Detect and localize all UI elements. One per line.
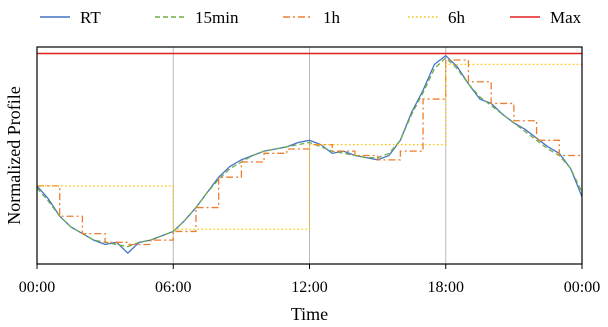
legend-label-1h: 1h bbox=[323, 8, 341, 27]
x-tick-label: 00:00 bbox=[19, 279, 55, 296]
series-line-1h bbox=[37, 59, 582, 246]
x-axis-ticks: 00:00 06:00 12:00 18:00 00:00 bbox=[19, 264, 600, 296]
legend-label-max: Max bbox=[550, 8, 582, 27]
legend-label-15min: 15min bbox=[195, 8, 239, 27]
x-axis-label: Time bbox=[291, 304, 328, 324]
x-tick-label: 18:00 bbox=[428, 279, 464, 296]
x-tick-label: 00:00 bbox=[564, 279, 600, 296]
legend-label-6h: 6h bbox=[448, 8, 466, 27]
series-line-15min bbox=[36, 56, 583, 248]
legend-label-rt: RT bbox=[80, 8, 101, 27]
y-axis-label: Normalized Profile bbox=[4, 86, 24, 224]
legend: RT 15min 1h 6h Max bbox=[40, 8, 582, 27]
series-layer bbox=[36, 52, 583, 255]
x-tick-label: 06:00 bbox=[155, 279, 191, 296]
x-tick-label: 12:00 bbox=[291, 279, 327, 296]
vertical-grid bbox=[172, 47, 447, 264]
